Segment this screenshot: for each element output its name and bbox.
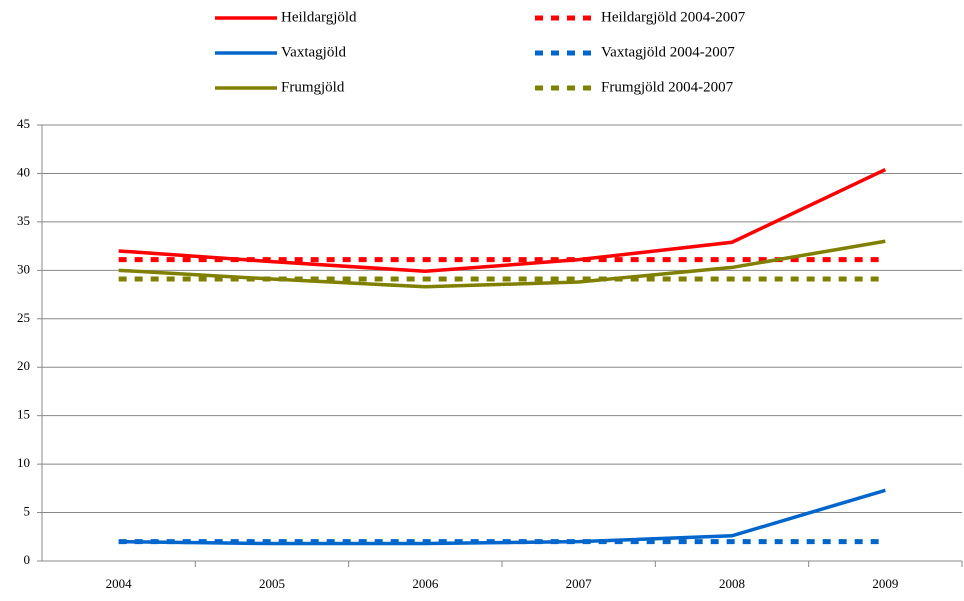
series-line [118,239,886,289]
legend-label: Heildargjöld 2004-2007 [601,9,746,25]
x-tick-label: 2004 [106,576,133,591]
x-tick-label: 2006 [412,576,439,591]
series-line [118,167,887,274]
legend-label: Frumgjöld 2004-2007 [601,79,734,95]
y-tick-label: 10 [17,455,30,470]
x-tick-label: 2008 [719,576,745,591]
y-tick-label: 30 [17,261,30,276]
legend-label: Vaxtagjöld [281,44,346,60]
legend-label: Vaxtagjöld 2004-2007 [601,44,735,60]
x-tick-label: 2009 [872,576,898,591]
y-tick-label: 20 [17,358,30,373]
series-line [118,488,886,546]
y-tick-label: 5 [24,504,31,519]
x-tick-label: 2005 [259,576,285,591]
y-tick-label: 45 [17,116,30,131]
y-tick-label: 35 [17,213,30,228]
y-tick-label: 0 [24,552,31,567]
y-tick-label: 25 [17,310,30,325]
y-tick-label: 15 [17,407,30,422]
y-tick-label: 40 [17,164,30,179]
legend-label: Frumgjöld [281,79,345,95]
x-tick-label: 2007 [566,576,593,591]
legend-label: Heildargjöld [281,9,357,25]
